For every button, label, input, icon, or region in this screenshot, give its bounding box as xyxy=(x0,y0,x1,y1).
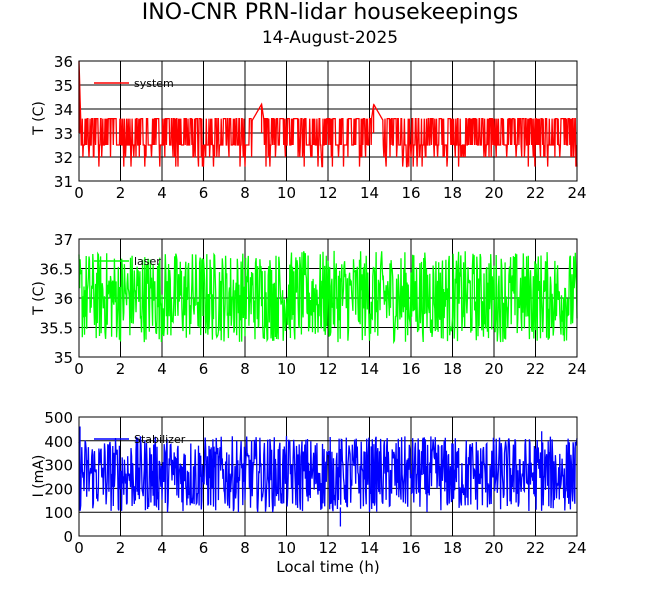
y-tick-label: 400 xyxy=(44,433,73,451)
y-tick-label: 100 xyxy=(44,504,73,522)
plot-frame xyxy=(78,60,578,182)
x-tick-label: 20 xyxy=(484,184,503,202)
x-tick-label: 12 xyxy=(318,539,337,557)
y-tick-label: 31 xyxy=(54,173,73,191)
x-tick-label: 6 xyxy=(199,539,209,557)
chart-title: INO-CNR PRN-lidar housekeepings xyxy=(141,0,519,25)
chart-subtitle: 14-August-2025 xyxy=(261,28,399,48)
x-tick-label: 2 xyxy=(116,184,126,202)
x-tick-label: 10 xyxy=(277,360,296,378)
x-tick-label: 4 xyxy=(157,360,167,378)
series-line-Stabilizer xyxy=(78,426,578,527)
y-tick-label: 33 xyxy=(54,125,73,143)
x-tick-label: 12 xyxy=(318,360,337,378)
x-tick-label: 8 xyxy=(240,539,250,557)
legend-label: laser xyxy=(134,255,161,268)
legend-label: system xyxy=(134,77,174,90)
x-tick-label: 8 xyxy=(240,360,250,378)
x-tick-label: 16 xyxy=(401,184,420,202)
x-tick-label: 2 xyxy=(116,360,126,378)
x-tick-label: 18 xyxy=(443,360,462,378)
y-tick-label: 300 xyxy=(44,457,73,475)
y-tick-label: 36 xyxy=(54,53,73,71)
x-tick-label: 16 xyxy=(401,360,420,378)
x-tick-label: 6 xyxy=(199,184,209,202)
y-tick-label: 37 xyxy=(54,231,73,249)
y-tick-label: 0 xyxy=(63,528,73,546)
x-tick-label: 14 xyxy=(360,184,379,202)
x-tick-label: 24 xyxy=(567,539,586,557)
x-tick-label: 22 xyxy=(526,184,545,202)
x-tick-label: 4 xyxy=(157,184,167,202)
panel2-ylabel: T (C) xyxy=(31,281,47,315)
x-tick-label: 8 xyxy=(240,184,250,202)
x-tick-label: 4 xyxy=(157,539,167,557)
y-tick-label: 500 xyxy=(44,409,73,427)
y-tick-label: 36 xyxy=(54,290,73,308)
x-tick-label: 18 xyxy=(443,539,462,557)
x-tick-label: 10 xyxy=(277,539,296,557)
x-tick-label: 22 xyxy=(526,360,545,378)
y-tick-label: 200 xyxy=(44,480,73,498)
panel1-ylabel: T (C) xyxy=(31,101,47,135)
x-tick-label: 24 xyxy=(567,184,586,202)
x-tick-label: 14 xyxy=(360,360,379,378)
x-tick-label: 6 xyxy=(199,360,209,378)
x-tick-label: 20 xyxy=(484,539,503,557)
legend-label: Stabilizer xyxy=(134,433,186,446)
y-tick-label: 35 xyxy=(54,349,73,367)
x-tick-label: 12 xyxy=(318,184,337,202)
y-tick-label: 34 xyxy=(54,101,73,119)
series-line-laser xyxy=(78,250,578,345)
plot-frame xyxy=(78,238,578,358)
x-tick-label: 14 xyxy=(360,539,379,557)
panel3-ylabel: I (mA) xyxy=(31,454,47,498)
x-tick-label: 24 xyxy=(567,360,586,378)
x-tick-label: 20 xyxy=(484,360,503,378)
x-tick-label: 16 xyxy=(401,539,420,557)
plot-frame xyxy=(78,416,578,537)
x-axis-label: Local time (h) xyxy=(276,558,380,576)
y-tick-label: 32 xyxy=(54,149,73,167)
x-tick-label: 18 xyxy=(443,184,462,202)
y-tick-label: 36.5 xyxy=(40,261,73,279)
x-tick-label: 0 xyxy=(74,539,84,557)
x-tick-label: 10 xyxy=(277,184,296,202)
y-tick-label: 35 xyxy=(54,77,73,95)
y-tick-label: 35.5 xyxy=(40,320,73,338)
x-tick-label: 0 xyxy=(74,360,84,378)
x-tick-label: 2 xyxy=(116,539,126,557)
x-tick-label: 22 xyxy=(526,539,545,557)
x-tick-label: 0 xyxy=(74,184,84,202)
